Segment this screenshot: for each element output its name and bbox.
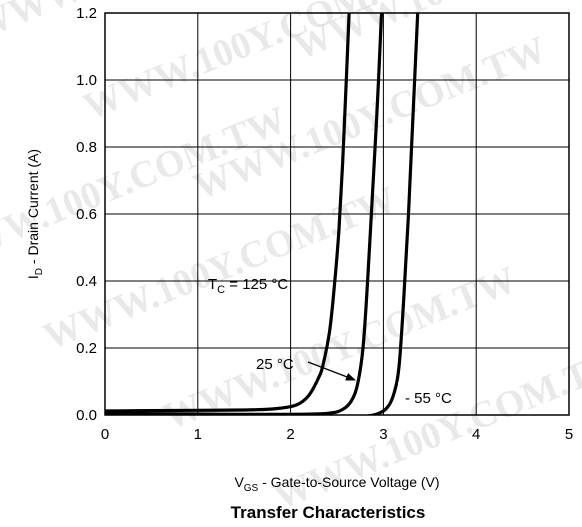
- x-axis-label-sub: GS: [244, 483, 259, 494]
- x-tick-label: 1: [194, 426, 202, 443]
- series-25c-line: [105, 13, 384, 415]
- y-axis-label-main: I: [25, 275, 41, 279]
- x-axis-label-rest: - Gate-to-Source Voltage (V): [258, 474, 439, 490]
- tick-labels: 0 1 2 3 4 5 0.0 0.2 0.4 0.6 0.8 1.0 1.2: [76, 5, 573, 443]
- series-layer: [105, 13, 420, 415]
- y-tick-label: 1.0: [76, 72, 97, 89]
- y-axis-label-rest: - Drain Current (A): [25, 149, 41, 268]
- annotation-tc-125: TC = 125 °C: [208, 276, 288, 296]
- plot-frame: [104, 12, 570, 416]
- annotations: TC = 125 °C 25 °C - 55 °C: [208, 276, 464, 410]
- series-125c-line: [105, 13, 351, 413]
- annotation-25c: 25 °C: [256, 356, 294, 373]
- x-tick-label: 5: [565, 426, 573, 443]
- x-tick-label: 4: [472, 426, 480, 443]
- y-tick-label: 0.4: [76, 273, 97, 290]
- y-tick-label: 1.2: [76, 5, 97, 22]
- y-tick-label: 0.8: [76, 139, 97, 156]
- annotation-minus55c-box: [398, 382, 464, 410]
- x-tick-label: 3: [379, 426, 387, 443]
- annotation-25c-arrow: [307, 361, 356, 381]
- x-axis-label: VGS - Gate-to-Source Voltage (V): [234, 474, 439, 494]
- chart-title: Transfer Characteristics: [231, 503, 426, 522]
- y-tick-label: 0.2: [76, 340, 97, 357]
- y-axis-label: ID - Drain Current (A): [25, 149, 45, 279]
- y-tick-label: 0.0: [76, 407, 97, 424]
- series-minus55c-line: [105, 13, 420, 415]
- y-tick-label: 0.6: [76, 206, 97, 223]
- x-axis-label-main: V: [234, 474, 244, 490]
- grid: [105, 13, 569, 415]
- y-axis-label-sub: D: [34, 268, 45, 275]
- x-tick-label: 0: [101, 426, 109, 443]
- x-tick-label: 2: [286, 426, 294, 443]
- annotation-minus55c: - 55 °C: [405, 390, 452, 407]
